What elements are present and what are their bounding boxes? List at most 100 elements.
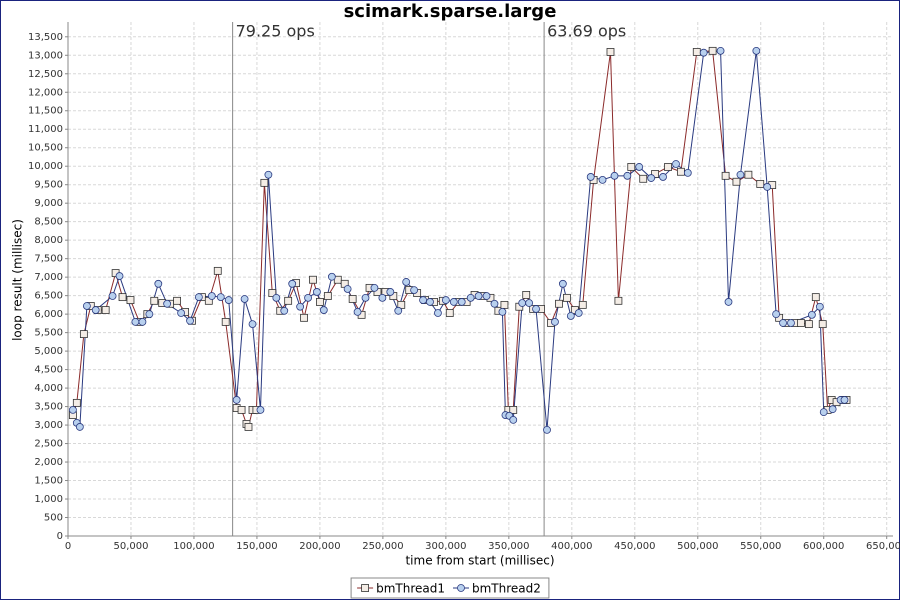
point [555,299,563,308]
point [659,173,667,181]
point [300,313,308,322]
point [319,306,328,314]
point [402,278,411,286]
point [578,300,587,309]
x-tick-label: 600,000 [803,541,844,552]
y-tick-label: 12,000 [28,87,63,98]
point [490,299,499,308]
point [145,310,154,319]
point [551,317,559,326]
point [518,299,527,307]
point [635,163,644,171]
y-tick-label: 7,500 [34,254,63,265]
point [194,293,203,302]
point [316,298,324,306]
legend-label: bmThread2 [472,582,541,596]
point [240,295,249,303]
point [647,174,656,182]
x-tick-label: 100,000 [173,541,214,552]
point [312,288,321,296]
point [721,171,730,180]
point [449,298,458,306]
y-tick-label: 4,500 [34,365,63,376]
point [72,398,81,407]
point [692,48,701,56]
point [724,298,733,306]
chart-title: scimark.sparse.large [344,1,557,22]
point [787,319,795,327]
y-tick-label: 8,500 [34,217,63,228]
plot-area [68,22,893,536]
point [244,423,253,431]
y-tick-label: 0 [57,531,63,542]
point [563,293,571,302]
point [509,415,518,424]
point [819,408,828,417]
point [260,178,269,187]
point [500,300,509,309]
point [586,173,595,181]
y-tick-label: 7,000 [34,272,63,283]
point [353,308,362,316]
point [327,272,336,281]
point [173,296,181,305]
point [131,317,140,326]
x-tick-label: 400,000 [551,541,592,552]
x-tick-label: 0 [65,541,71,552]
x-tick-label: 300,000 [425,541,466,552]
point [623,171,632,180]
point [672,160,680,168]
point [361,293,370,302]
point [543,425,551,434]
point [224,296,233,304]
point [558,279,567,288]
y-tick-label: 6,000 [34,309,63,320]
point [716,46,725,55]
point [614,296,623,305]
point [811,293,820,302]
point [272,293,281,302]
point [207,292,216,300]
point [296,302,305,311]
legend-box [350,577,550,599]
point [394,306,403,315]
point [815,302,824,311]
y-tick-label: 12,500 [28,69,63,80]
point [804,320,813,329]
point [309,275,317,284]
point [150,296,159,305]
y-tick-label: 9,000 [34,198,63,209]
point [574,309,583,317]
point [606,48,615,56]
point [108,292,117,300]
point [216,293,225,302]
annotation: 63.69 ops [547,22,626,41]
legend-marker [361,584,369,592]
point [304,293,312,302]
y-tick-label: 10,500 [28,143,63,154]
point [323,292,332,300]
point [509,406,518,414]
point [708,46,717,55]
point [237,406,246,414]
point [284,296,293,305]
point [457,298,466,306]
point [370,283,379,292]
point [248,320,257,329]
x-tick-label: 350,000 [488,541,529,552]
point [639,174,648,183]
x-tick-label: 200,000 [299,541,340,552]
y-tick-label: 6,500 [34,291,63,302]
x-tick-label: 150,000 [236,541,277,552]
point [466,293,475,302]
y-tick-label: 8,000 [34,235,63,246]
point [101,306,110,314]
y-tick-label: 5,500 [34,328,63,339]
point [441,296,450,304]
point [256,406,265,414]
point [736,170,745,179]
point [163,299,172,308]
point [807,310,816,319]
point [378,293,387,302]
point [664,163,672,171]
